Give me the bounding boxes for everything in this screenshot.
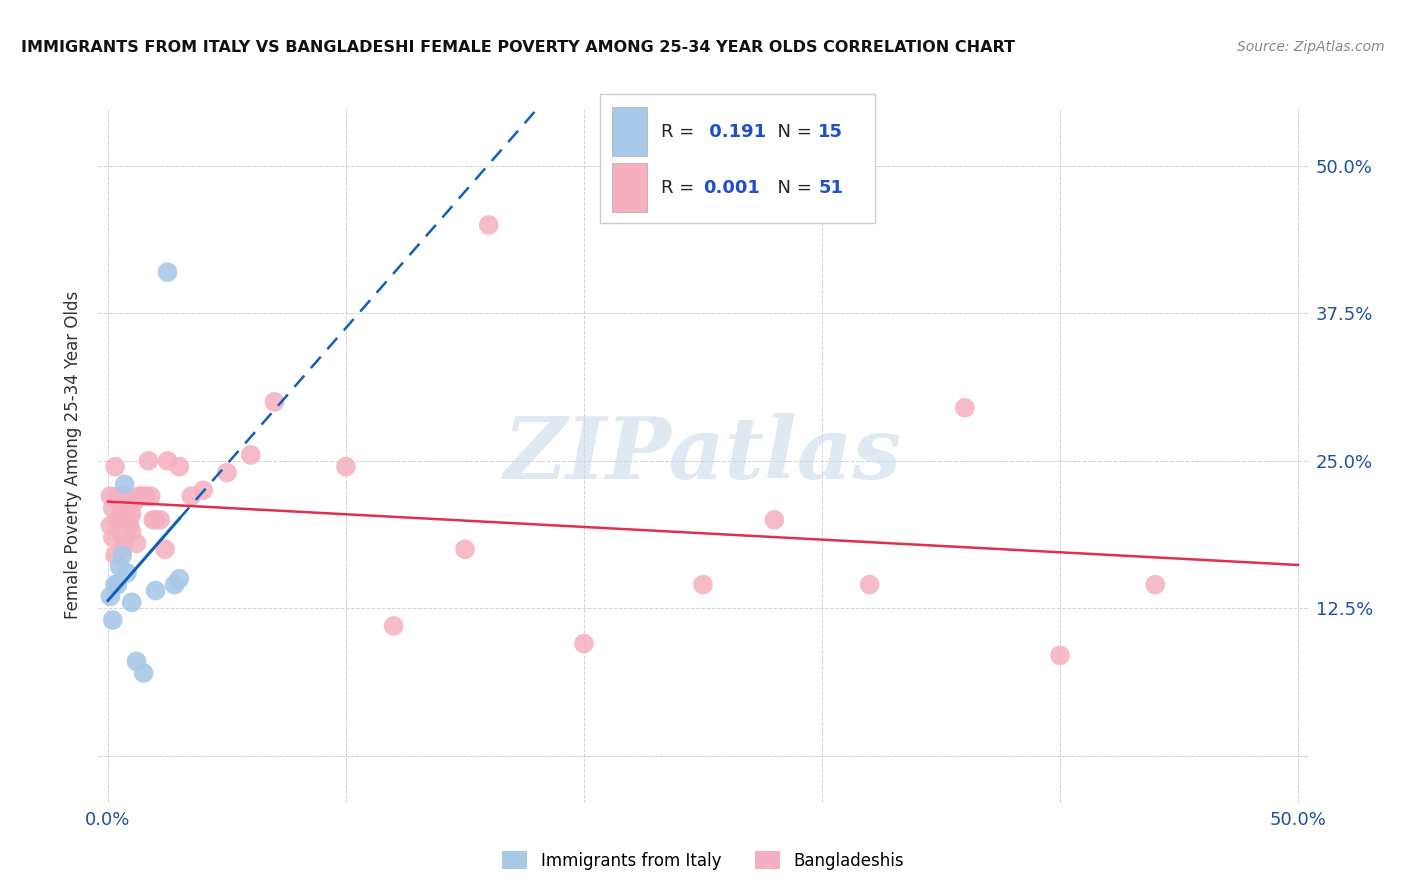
Point — [859, 577, 882, 591]
Point — [101, 500, 124, 515]
Point — [215, 466, 238, 480]
Point — [101, 613, 124, 627]
Point — [107, 489, 129, 503]
Point — [104, 548, 127, 562]
Point — [1049, 648, 1071, 663]
Point — [108, 524, 131, 539]
Point — [138, 454, 160, 468]
Point — [107, 577, 129, 591]
Text: 51: 51 — [818, 178, 844, 197]
Point — [128, 489, 150, 503]
Point — [118, 518, 141, 533]
Point — [156, 265, 179, 279]
Point — [263, 395, 285, 409]
Point — [104, 577, 127, 591]
Legend: Immigrants from Italy, Bangladeshis: Immigrants from Italy, Bangladeshis — [494, 843, 912, 878]
Point — [101, 531, 124, 545]
Point — [1144, 577, 1167, 591]
Point — [169, 459, 191, 474]
Point — [163, 577, 186, 591]
Text: ZIPatlas: ZIPatlas — [503, 413, 903, 497]
Point — [121, 524, 143, 539]
Point — [953, 401, 976, 415]
Point — [98, 518, 121, 533]
Point — [169, 572, 191, 586]
Text: IMMIGRANTS FROM ITALY VS BANGLADESHI FEMALE POVERTY AMONG 25-34 YEAR OLDS CORREL: IMMIGRANTS FROM ITALY VS BANGLADESHI FEM… — [21, 40, 1015, 55]
Point — [335, 459, 357, 474]
Point — [108, 560, 131, 574]
Text: R =: R = — [661, 122, 700, 141]
Text: 0.191: 0.191 — [703, 122, 766, 141]
Point — [125, 654, 148, 668]
Point — [129, 489, 152, 503]
Point — [108, 495, 131, 509]
Text: Source: ZipAtlas.com: Source: ZipAtlas.com — [1237, 40, 1385, 54]
Point — [114, 477, 136, 491]
Point — [107, 513, 129, 527]
Y-axis label: Female Poverty Among 25-34 Year Olds: Female Poverty Among 25-34 Year Olds — [65, 291, 83, 619]
Text: 0.001: 0.001 — [703, 178, 759, 197]
Text: R =: R = — [661, 178, 700, 197]
Point — [115, 495, 138, 509]
Point — [132, 666, 155, 681]
Point — [239, 448, 262, 462]
Point — [145, 583, 167, 598]
Point — [763, 513, 786, 527]
Point — [156, 454, 179, 468]
Text: N =: N = — [766, 178, 818, 197]
Point — [478, 218, 501, 232]
Point — [382, 619, 405, 633]
Point — [692, 577, 714, 591]
Point — [121, 595, 143, 609]
Point — [111, 548, 134, 562]
Point — [191, 483, 214, 498]
Point — [135, 489, 157, 503]
Point — [142, 513, 165, 527]
Point — [104, 459, 127, 474]
Point — [111, 542, 134, 557]
Point — [114, 489, 136, 503]
Point — [139, 489, 162, 503]
Point — [149, 513, 172, 527]
Point — [111, 507, 134, 521]
Point — [115, 489, 138, 503]
Point — [153, 542, 176, 557]
Text: N =: N = — [766, 122, 818, 141]
Point — [114, 536, 136, 550]
Point — [118, 513, 141, 527]
Text: 15: 15 — [818, 122, 844, 141]
Point — [121, 507, 143, 521]
Point — [572, 637, 595, 651]
Point — [125, 536, 148, 550]
Point — [98, 590, 121, 604]
Point — [454, 542, 477, 557]
Point — [111, 489, 134, 503]
Point — [132, 489, 155, 503]
Point — [180, 489, 202, 503]
Point — [145, 513, 167, 527]
Point — [122, 495, 145, 509]
Point — [115, 566, 138, 580]
Point — [98, 489, 121, 503]
